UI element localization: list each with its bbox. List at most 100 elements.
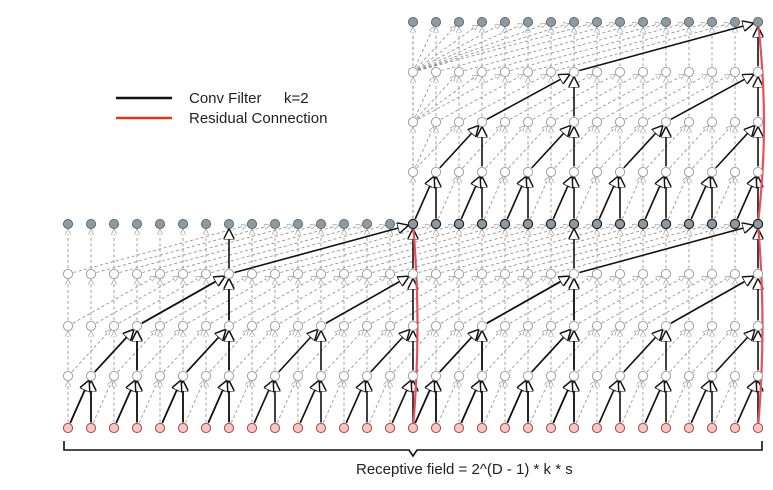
faint-edge	[508, 126, 547, 169]
faint-edge	[416, 126, 455, 169]
hidden-node	[545, 370, 557, 382]
faint-edge	[233, 277, 316, 324]
faint-edge	[463, 277, 546, 324]
output-node	[476, 16, 487, 27]
faint-edge	[510, 23, 683, 71]
input-node	[683, 422, 695, 434]
faint-edge	[279, 277, 362, 324]
input-node	[591, 422, 603, 434]
hidden-node	[729, 268, 741, 280]
hidden-node	[453, 66, 465, 78]
conv-edge	[115, 381, 134, 424]
hidden-node	[223, 320, 235, 332]
block-output-node	[637, 218, 649, 230]
input-node	[200, 422, 212, 434]
faint-edge	[509, 277, 592, 324]
conv-edge	[598, 381, 617, 424]
hidden-node	[660, 320, 672, 332]
hidden-node	[614, 166, 626, 178]
faint-edge	[417, 24, 523, 71]
hidden-node	[683, 116, 695, 128]
faint-edge	[464, 225, 637, 273]
block-output-node	[453, 218, 465, 230]
faint-edge	[303, 225, 476, 273]
input-node	[407, 422, 419, 434]
faint-edge	[414, 127, 433, 168]
faint-edge	[601, 75, 684, 120]
faint-edge	[532, 277, 615, 324]
faint-edge	[418, 24, 568, 71]
hidden-node	[591, 370, 603, 382]
hidden-node	[660, 370, 672, 382]
conv-edge	[439, 126, 478, 169]
conv-edge	[439, 330, 478, 373]
faint-edge	[256, 277, 339, 324]
hidden-node	[476, 116, 488, 128]
faint-edge	[575, 177, 594, 220]
hidden-node	[683, 66, 695, 78]
hidden-node	[62, 320, 74, 332]
input-node	[177, 422, 189, 434]
hidden-node	[706, 268, 718, 280]
faint-edge	[464, 23, 637, 71]
conv-edge	[506, 381, 525, 424]
faint-edge	[348, 277, 431, 324]
output-node	[684, 16, 695, 27]
block-output-node	[200, 218, 211, 229]
input-node	[706, 422, 718, 434]
hidden-node	[706, 166, 718, 178]
conv-edge	[644, 177, 663, 220]
hidden-node	[85, 320, 97, 332]
faint-edge	[437, 381, 456, 424]
input-node	[246, 422, 258, 434]
faint-edge	[667, 177, 686, 220]
output-node	[499, 16, 510, 27]
hidden-node	[292, 268, 304, 280]
hidden-node	[361, 320, 373, 332]
faint-edge	[165, 225, 338, 273]
hidden-node	[568, 320, 580, 332]
faint-edge	[232, 330, 271, 373]
conv-edge	[234, 225, 407, 274]
faint-edge	[164, 277, 247, 324]
conv-edge	[345, 381, 364, 424]
input-node	[384, 422, 396, 434]
faint-edge	[440, 277, 523, 324]
faint-edge	[621, 381, 640, 424]
hidden-node	[637, 320, 649, 332]
hidden-node	[154, 320, 166, 332]
conv-edge	[414, 177, 433, 220]
hidden-node	[614, 320, 626, 332]
faint-edge	[647, 75, 730, 120]
faint-edge	[417, 75, 478, 120]
hidden-node	[706, 320, 718, 332]
conv-edge	[623, 330, 662, 373]
hidden-node	[545, 166, 557, 178]
block-output-node	[752, 218, 764, 230]
block-output-node	[109, 218, 120, 229]
input-node	[361, 422, 373, 434]
faint-edge	[555, 277, 638, 324]
faint-edge	[440, 75, 523, 120]
hidden-node	[154, 370, 166, 382]
hidden-node	[154, 268, 166, 280]
hidden-node	[177, 268, 189, 280]
conv-edge	[644, 381, 663, 424]
hidden-node	[407, 268, 419, 280]
hidden-node	[476, 268, 488, 280]
conv-edge	[623, 126, 662, 169]
block-output-node	[568, 218, 580, 230]
faint-edge	[692, 330, 731, 373]
conv-edge	[370, 330, 409, 373]
hidden-node	[706, 116, 718, 128]
faint-edge	[485, 126, 524, 169]
output-node	[546, 16, 557, 27]
faint-edge	[601, 277, 684, 324]
hidden-node	[430, 66, 442, 78]
block-output-node	[729, 218, 741, 230]
hidden-node	[108, 268, 120, 280]
faint-edge	[96, 225, 269, 273]
faint-edge	[483, 381, 502, 424]
conv-edge	[736, 177, 755, 220]
